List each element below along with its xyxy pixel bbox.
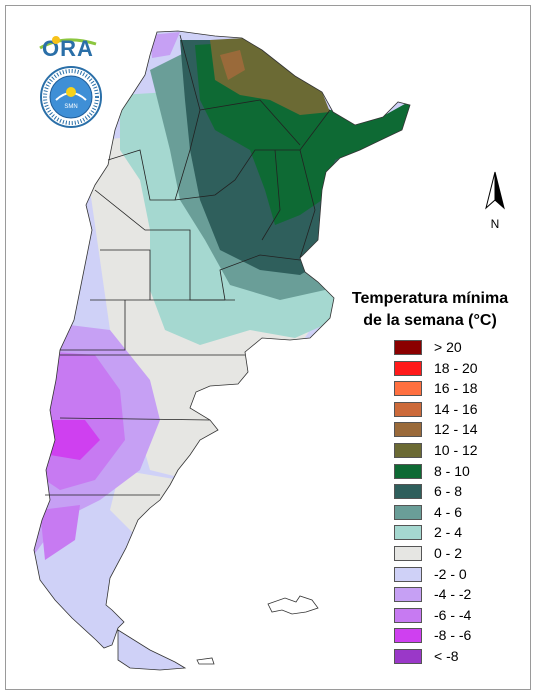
svg-text:SMN: SMN: [64, 104, 77, 110]
province-borders: [45, 34, 331, 496]
legend-swatch: [394, 545, 422, 561]
legend-swatch: [394, 648, 422, 664]
map-frame: [5, 5, 531, 690]
legend-label: 4 - 6: [434, 503, 463, 520]
smn-seal-logo: SMN: [40, 66, 102, 128]
legend-swatch: [394, 607, 422, 623]
legend-swatch: [394, 525, 422, 541]
legend-label: -2 - 0: [434, 565, 467, 582]
legend-label: -6 - -4: [434, 606, 472, 623]
north-arrow-icon: [485, 171, 505, 210]
ora-logo: ORA: [39, 36, 97, 61]
legend-label: 14 - 16: [434, 400, 478, 417]
legend-swatch: [394, 504, 422, 520]
legend: Temperatura mínima de la semana (°C) > 2…: [340, 288, 530, 664]
zone-minus6-minus4-south: [40, 505, 80, 560]
legend-swatch: [394, 566, 422, 582]
zone-12-14: [220, 50, 245, 80]
legend-title-line1: Temperatura mínima: [351, 290, 509, 307]
legend-swatch: [394, 484, 422, 500]
tierra-del-fuego: [117, 629, 187, 671]
legend-swatch: [394, 463, 422, 479]
legend-swatch: [394, 340, 422, 355]
legend-title-line2: de la semana (°C): [363, 312, 497, 329]
zone-northwest-cold: [150, 32, 180, 58]
isla-de-los-estados: [196, 657, 215, 665]
legend-label: 16 - 18: [434, 380, 478, 397]
malvinas-islands: [267, 595, 319, 615]
country-border: [33, 30, 411, 649]
legend-label: 18 - 20: [434, 359, 478, 376]
legend-label: -4 - -2: [434, 586, 472, 603]
legend-swatch: [394, 587, 422, 603]
legend-label: > 20: [434, 339, 462, 355]
zone-minus8-minus6: [45, 420, 100, 460]
legend-label: 0 - 2: [434, 544, 463, 561]
legend-label: 8 - 10: [434, 462, 470, 479]
legend-swatch: [394, 360, 422, 376]
legend-label: -8 - -6: [434, 627, 472, 644]
temperature-zones: [34, 32, 410, 560]
legend-swatch: [394, 628, 422, 644]
svg-text:ORA: ORA: [42, 36, 94, 61]
legend-label: 2 - 4: [434, 524, 463, 541]
north-arrow: N: [478, 170, 512, 231]
legend-swatch: [394, 381, 422, 397]
legend-swatch: [394, 401, 422, 417]
legend-swatch: [394, 422, 422, 438]
legend-label: < -8: [434, 647, 459, 664]
legend-label: 12 - 14: [434, 421, 478, 438]
legend-label: 10 - 12: [434, 441, 478, 458]
north-label: N: [490, 217, 500, 231]
legend-swatch: [394, 442, 422, 458]
legend-label: 6 - 8: [434, 483, 463, 500]
